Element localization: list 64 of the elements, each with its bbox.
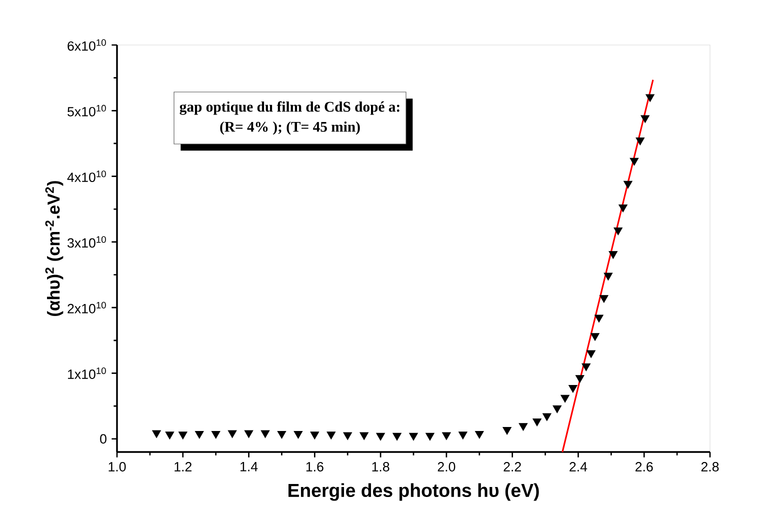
annotation: gap optique du film de CdS dopé a: xyxy=(180,101,400,115)
point xyxy=(426,432,434,441)
x-tick-label: 1.4 xyxy=(240,462,258,472)
x-tick-label: 1.6 xyxy=(306,462,324,472)
point xyxy=(194,430,204,439)
point xyxy=(502,427,512,435)
point xyxy=(165,432,174,440)
point xyxy=(310,432,320,440)
x-tick-label: 2.8 xyxy=(701,462,719,472)
point xyxy=(618,204,628,212)
point xyxy=(260,430,270,438)
point xyxy=(608,251,618,259)
point xyxy=(409,432,418,441)
y-tick-label: 6x10$^{10}$ xyxy=(68,39,106,51)
point xyxy=(277,430,286,439)
x-tick-label: 1.8 xyxy=(372,462,390,472)
point xyxy=(392,432,402,441)
y-tick-label: 3x10$^{10}$ xyxy=(68,236,106,248)
point xyxy=(376,432,385,441)
point xyxy=(624,180,632,189)
point xyxy=(458,432,468,440)
annotation: (R= 4% ); (T= 45 min) xyxy=(220,121,360,135)
y-tick-label: 2x10$^{10}$ xyxy=(68,302,106,314)
x-tick-label: 2.6 xyxy=(636,462,653,472)
x-tick-label: 2.2 xyxy=(504,462,521,472)
point xyxy=(568,385,578,393)
point xyxy=(343,432,352,440)
x-tick-label: 1.0 xyxy=(108,462,126,472)
x-axis-title: Energie des photons hυ (eV) xyxy=(288,483,539,501)
point xyxy=(442,432,451,440)
y-tick-label: 0 xyxy=(100,434,106,444)
point xyxy=(152,430,161,438)
point xyxy=(614,227,623,236)
point xyxy=(326,432,336,440)
point xyxy=(244,430,254,438)
point xyxy=(294,430,303,439)
point xyxy=(474,430,484,439)
point xyxy=(630,158,639,166)
point xyxy=(518,423,528,431)
y-tick-label: 5x10$^{10}$ xyxy=(68,104,106,116)
point xyxy=(542,413,552,421)
point xyxy=(211,430,220,439)
point xyxy=(604,272,613,280)
point xyxy=(532,418,542,426)
x-tick-label: 2.0 xyxy=(438,462,456,472)
point xyxy=(640,115,650,123)
y-axis-title: (αhυ)$^{2}$ (cm$^{-2}$.eV$^{2}$) xyxy=(45,181,64,316)
point xyxy=(575,375,584,383)
y-tick-label: 4x10$^{10}$ xyxy=(67,170,106,182)
point xyxy=(594,314,604,322)
point xyxy=(590,333,600,341)
point xyxy=(636,138,645,146)
point xyxy=(646,94,654,102)
point xyxy=(599,295,608,303)
x-tick-label: 1.2 xyxy=(174,462,192,472)
y-tick-label: 1x10$^{10}$ xyxy=(68,368,106,379)
point xyxy=(552,405,562,414)
point xyxy=(360,432,369,440)
point xyxy=(228,430,237,438)
point xyxy=(178,432,188,440)
point xyxy=(560,394,570,403)
x-tick-label: 2.4 xyxy=(570,462,588,472)
point xyxy=(582,363,591,372)
point xyxy=(586,350,596,358)
